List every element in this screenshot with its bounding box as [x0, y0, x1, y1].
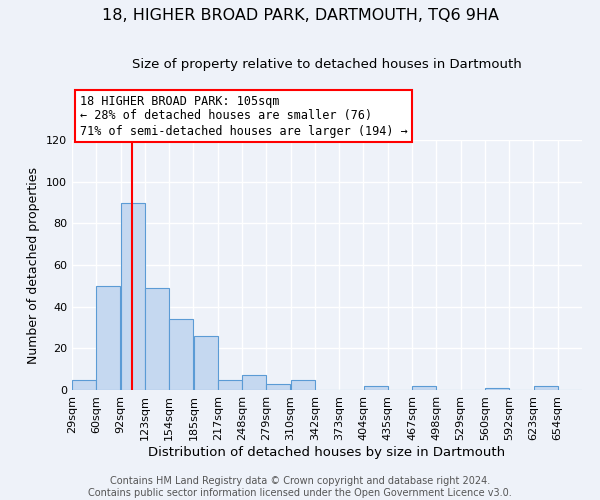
Bar: [364, 386, 388, 390]
Bar: [242, 376, 266, 390]
Bar: [194, 336, 218, 390]
Bar: [412, 386, 436, 390]
Bar: [266, 384, 290, 390]
Bar: [121, 202, 145, 390]
Text: 18 HIGHER BROAD PARK: 105sqm
← 28% of detached houses are smaller (76)
71% of se: 18 HIGHER BROAD PARK: 105sqm ← 28% of de…: [80, 94, 407, 138]
Bar: [145, 288, 169, 390]
Title: Size of property relative to detached houses in Dartmouth: Size of property relative to detached ho…: [132, 58, 522, 71]
Bar: [533, 386, 557, 390]
Bar: [291, 380, 314, 390]
Bar: [97, 286, 121, 390]
Bar: [169, 319, 193, 390]
X-axis label: Distribution of detached houses by size in Dartmouth: Distribution of detached houses by size …: [148, 446, 506, 458]
Bar: [72, 380, 96, 390]
Bar: [485, 388, 509, 390]
Text: 18, HIGHER BROAD PARK, DARTMOUTH, TQ6 9HA: 18, HIGHER BROAD PARK, DARTMOUTH, TQ6 9H…: [101, 8, 499, 22]
Y-axis label: Number of detached properties: Number of detached properties: [28, 166, 40, 364]
Text: Contains HM Land Registry data © Crown copyright and database right 2024.
Contai: Contains HM Land Registry data © Crown c…: [88, 476, 512, 498]
Bar: [218, 380, 242, 390]
